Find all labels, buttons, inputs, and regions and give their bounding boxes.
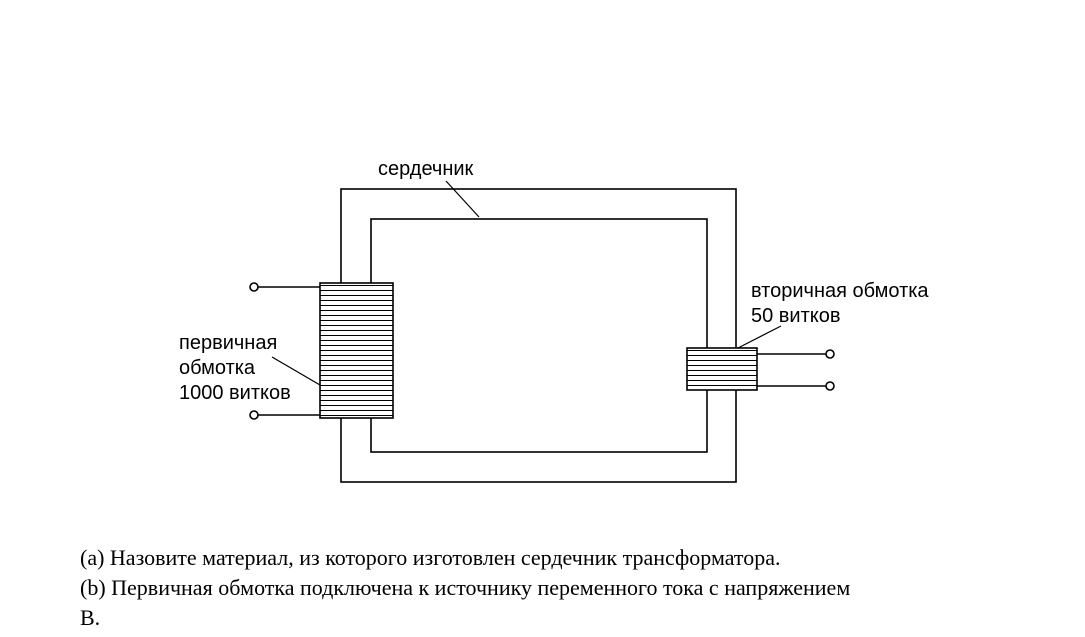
question-c: В. (80, 603, 100, 633)
primary-coil-label: первичная обмотка 1000 витков (179, 331, 291, 406)
question-a: (а) Назовите материал, из которого изгот… (80, 543, 781, 573)
question-b: (b) Первичная обмотка подключена к источ… (80, 573, 850, 603)
page-canvas: { "diagram": { "type": "schematic", "bac… (0, 0, 1085, 637)
secondary-coil-label: вторичная обмотка 50 витков (751, 279, 929, 329)
core-label: сердечник (378, 157, 473, 182)
